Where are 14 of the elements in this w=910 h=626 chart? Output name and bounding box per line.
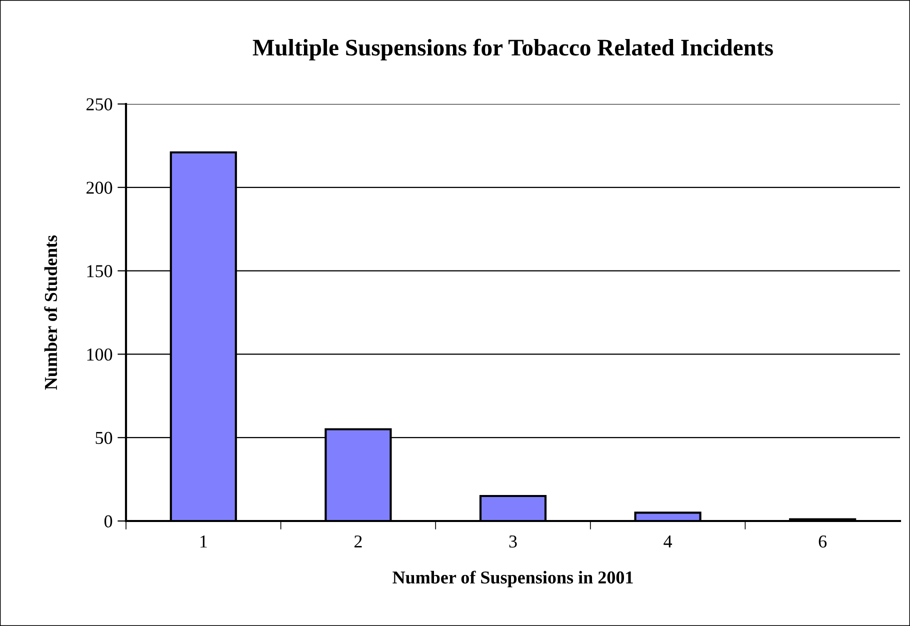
chart-title: Multiple Suspensions for Tobacco Related Incidents [252, 38, 773, 60]
y-tick-label: 250 [86, 98, 112, 110]
y-tick-label: 50 [96, 432, 112, 444]
y-tick-label: 150 [87, 265, 112, 278]
x-tick-label: 4 [664, 536, 672, 548]
x-tick-label: 2 [354, 535, 362, 548]
y-tick-label: 0 [104, 515, 112, 528]
y-tick-label: 200 [86, 182, 112, 194]
y-axis-title: Number of Students [44, 235, 58, 390]
x-tick-label: 6 [818, 535, 827, 548]
y-tick-label: 100 [87, 348, 112, 361]
x-tick-label: 3 [509, 535, 517, 548]
x-axis-title: Number of Suspensions in 2001 [392, 570, 633, 588]
x-tick-label: 1 [200, 536, 207, 548]
